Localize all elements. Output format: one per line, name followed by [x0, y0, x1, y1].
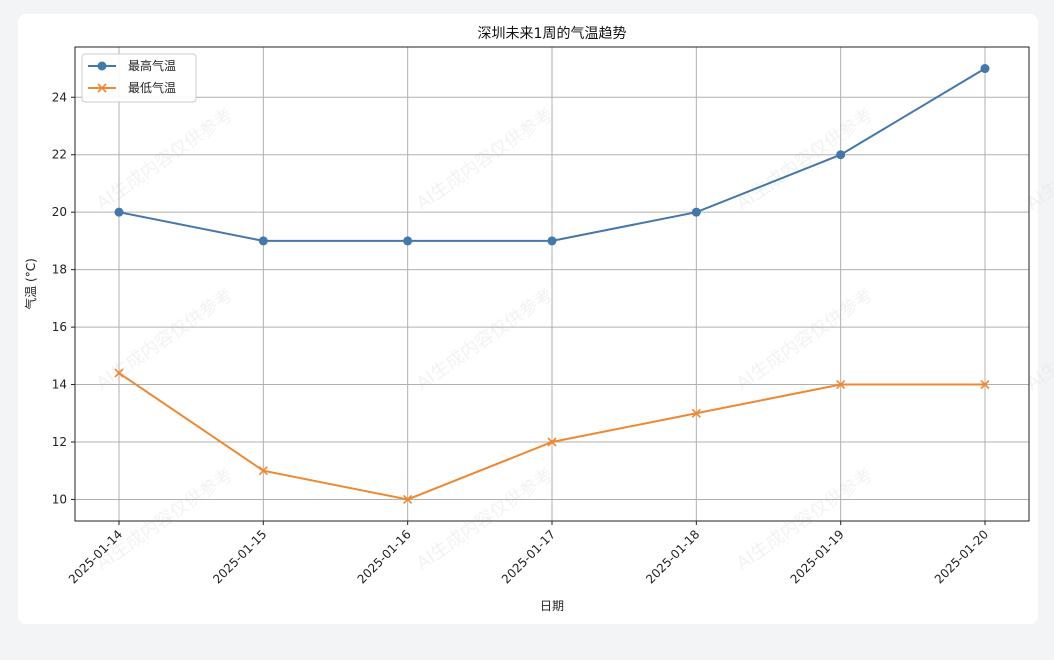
- watermark-layer: AI生成内容仅供参考 AI生成内容仅供参考 AI生成内容仅供参考 AI生成内容仅供参考…: [93, 105, 1054, 575]
- legend-marker: [97, 61, 107, 71]
- y-axis: 10 12 14 16 18 20 22 24: [52, 90, 75, 506]
- y-tick-label: 18: [52, 263, 67, 277]
- chart-title: 深圳未来1周的气温趋势: [478, 26, 627, 42]
- series-2: [114, 368, 990, 505]
- legend-label: 最低气温: [128, 80, 176, 95]
- data-point: [258, 236, 268, 246]
- watermark-text: AI生成内容仅供参考: [1023, 105, 1054, 215]
- data-point: [114, 207, 124, 217]
- x-axis: 2025-01-14 2025-01-15 2025-01-16 2025-01-17…: [66, 521, 991, 586]
- data-point: [403, 236, 413, 246]
- series-layer: [114, 64, 990, 505]
- watermark-text: AI生成内容仅供参考: [1023, 285, 1054, 395]
- data-point: [114, 368, 124, 378]
- data-point: [980, 379, 990, 390]
- series-1: [114, 64, 990, 246]
- legend-label: 最高气温: [128, 58, 176, 73]
- x-tick-label: 2025-01-15: [210, 527, 269, 586]
- x-tick-label: 2025-01-16: [355, 527, 414, 586]
- watermark-text: AI生成内容仅供参考: [413, 105, 557, 215]
- data-point: [980, 64, 990, 74]
- watermark-text: AI生成内容仅供参考: [733, 285, 877, 395]
- x-tick-label: 2025-01-18: [643, 527, 702, 586]
- watermark-text: AI生成内容仅供参考: [93, 105, 237, 215]
- y-tick-label: 12: [52, 435, 67, 449]
- data-point: [547, 236, 557, 246]
- data-point: [258, 466, 268, 476]
- data-point: [836, 150, 846, 160]
- data-point: [836, 379, 846, 390]
- data-point: [691, 207, 701, 217]
- data-point: [691, 408, 701, 418]
- y-tick-label: 14: [52, 378, 67, 392]
- y-tick-label: 10: [52, 492, 67, 506]
- y-tick-label: 20: [52, 205, 67, 219]
- legend-item: 最低气温: [88, 80, 176, 95]
- data-point: [403, 494, 413, 505]
- data-point: [547, 437, 557, 447]
- watermark-text: AI生成内容仅供参考: [413, 285, 557, 395]
- legend-item: 最高气温: [88, 58, 176, 73]
- y-axis-title: 气温 (°C): [23, 258, 38, 310]
- watermark-text: AI生成内容仅供参考: [93, 285, 237, 395]
- line-chart: AI生成内容仅供参考 AI生成内容仅供参考 AI生成内容仅供参考 AI生成内容仅供参考…: [23, 26, 1054, 613]
- watermark-text: AI生成内容仅供参考: [733, 105, 877, 215]
- grid-layer: [75, 47, 1029, 521]
- x-tick-label: 2025-01-17: [499, 527, 558, 586]
- y-tick-label: 16: [52, 320, 67, 334]
- chart-card: AI生成内容仅供参考 AI生成内容仅供参考 AI生成内容仅供参考 AI生成内容仅供参考…: [18, 14, 1054, 624]
- watermark-text: AI生成内容仅供参考: [93, 465, 237, 575]
- legend-marker: [97, 83, 107, 93]
- x-tick-label: 2025-01-20: [932, 527, 991, 586]
- y-tick-label: 22: [52, 148, 67, 162]
- y-tick-label: 24: [52, 90, 67, 104]
- x-axis-title: 日期: [540, 599, 564, 613]
